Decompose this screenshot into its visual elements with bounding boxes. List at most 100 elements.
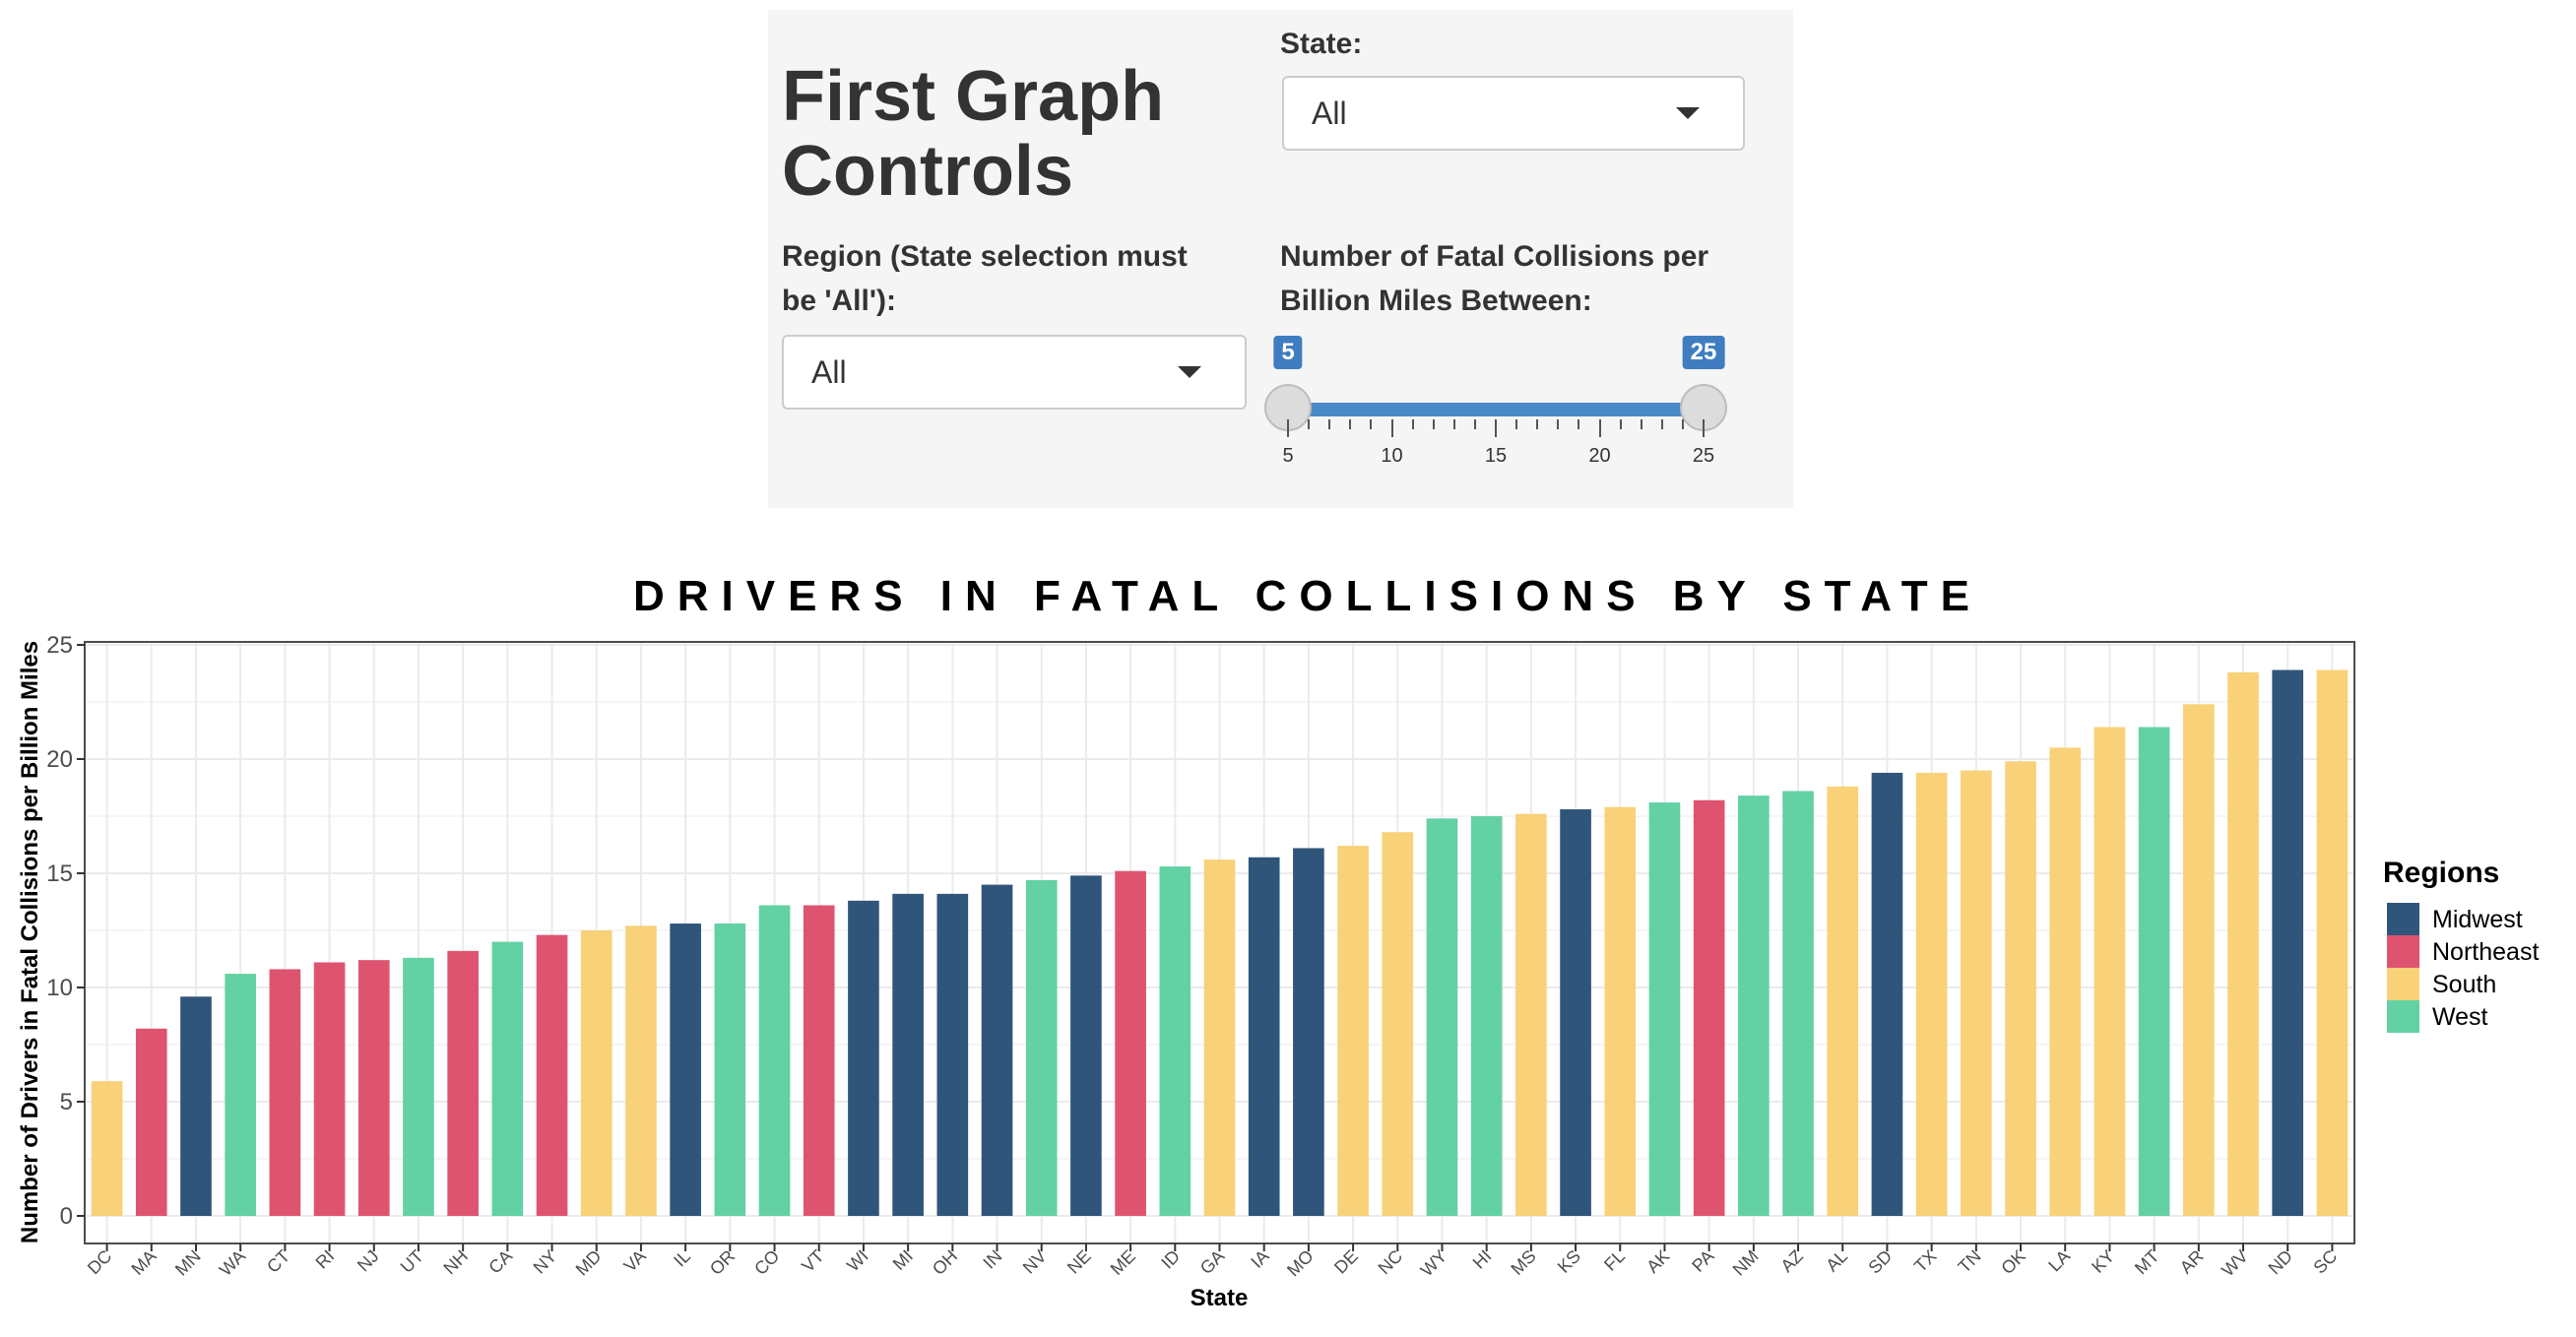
bar-ca: [491, 941, 524, 1216]
bar-mn: [180, 996, 212, 1216]
x-tick-label: CT: [263, 1246, 293, 1277]
bar-in: [981, 884, 1013, 1216]
x-tick-label: SD: [1864, 1246, 1896, 1278]
range-label-line1: Number of Fatal Collisions per: [1280, 240, 1709, 273]
x-tick-label: VA: [620, 1246, 650, 1276]
slider-tick-label: 20: [1588, 445, 1611, 467]
bar-ms: [1515, 813, 1547, 1216]
bar-pa: [1693, 799, 1725, 1216]
x-tick-label: VT: [798, 1246, 827, 1276]
x-tick-label: NJ: [354, 1246, 383, 1276]
legend-label-south: South: [2432, 971, 2496, 998]
bar-id: [1159, 866, 1191, 1216]
x-tick-label: OR: [706, 1246, 739, 1279]
x-tick-label: SC: [2309, 1246, 2341, 1278]
x-tick-label: MA: [127, 1246, 160, 1279]
x-tick-label: ME: [1107, 1246, 1139, 1279]
range-label: Number of Fatal Collisions per Billion M…: [1280, 234, 1708, 323]
x-tick-label: MI: [889, 1246, 917, 1274]
legend-swatch-west: [2387, 1000, 2419, 1033]
bar-ut: [403, 957, 434, 1216]
bar-va: [625, 925, 657, 1216]
bar-fl: [1604, 806, 1637, 1216]
x-axis: DC MA MN WA CT RI NJ UT NH CA NY MD VA IL OR CO VT WI MI OH…: [84, 1243, 2341, 1280]
slider-tick-label: 15: [1484, 445, 1508, 467]
x-tick-label: DC: [84, 1246, 116, 1279]
x-tick-label: IN: [979, 1246, 1005, 1273]
x-tick-label: ID: [1157, 1246, 1184, 1273]
x-tick-label: UT: [397, 1246, 427, 1277]
x-tick-label: AR: [2176, 1246, 2208, 1278]
bar-il: [670, 923, 701, 1216]
bar-nv: [1025, 879, 1058, 1216]
x-tick-label: OK: [1997, 1246, 2029, 1279]
slider-tick: [1411, 419, 1414, 429]
x-tick-label: WV: [2218, 1246, 2252, 1281]
bar-oh: [936, 893, 969, 1216]
legend: Regions Midwest Northeast South West: [2383, 857, 2539, 1033]
bar-ks: [1560, 809, 1591, 1216]
bar-md: [580, 930, 612, 1216]
bar-wy: [1426, 818, 1458, 1216]
range-slider[interactable]: 5 25 5 10 15 20 25: [1264, 335, 1727, 492]
bar-ma: [135, 1028, 167, 1216]
bars: [91, 669, 2349, 1216]
bar-nd: [2272, 669, 2304, 1216]
x-tick-label: TX: [1910, 1246, 1940, 1276]
slider-tick: [1452, 419, 1455, 429]
x-tick-label: FL: [1600, 1246, 1629, 1275]
bar-de: [1337, 846, 1369, 1216]
x-tick-label: MN: [171, 1246, 205, 1280]
bar-dc: [91, 1081, 123, 1216]
chart-title: DRIVERS IN FATAL COLLISIONS BY STATE: [633, 572, 1982, 620]
x-tick-label: NH: [439, 1246, 472, 1279]
slider-tick: [1578, 419, 1580, 429]
bar-mi: [892, 893, 924, 1216]
bar-ia: [1248, 857, 1280, 1216]
x-tick-label: CO: [750, 1246, 783, 1279]
slider-tick: [1495, 419, 1497, 437]
slider-tick: [1619, 419, 1622, 429]
bar-nj: [357, 960, 390, 1216]
x-tick-label: KY: [2088, 1246, 2118, 1277]
bar-me: [1115, 870, 1146, 1216]
bar-ny: [536, 934, 568, 1216]
bar-co: [758, 905, 791, 1216]
slider-tick: [1370, 419, 1373, 429]
slider-tick: [1349, 419, 1352, 429]
slider-tick: [1287, 419, 1289, 437]
bar-ga: [1203, 860, 1236, 1216]
y-tick-label: 10: [46, 975, 73, 1001]
y-axis: 0 5 10 15 20 25: [46, 632, 85, 1230]
slider-high-value: 25: [1682, 336, 1725, 369]
slider-selected-range: [1288, 403, 1704, 416]
bar-ne: [1070, 875, 1102, 1216]
y-tick-label: 20: [46, 746, 73, 773]
region-label-line2: be 'All'):: [782, 285, 896, 317]
bar-ak: [1648, 802, 1681, 1216]
slider-tick-label: 25: [1692, 445, 1715, 467]
slider-tick: [1660, 419, 1663, 429]
bar-nm: [1738, 796, 1770, 1216]
bar-nh: [447, 950, 479, 1216]
slider-low-value: 5: [1273, 336, 1303, 369]
x-tick-label: MT: [2131, 1246, 2163, 1279]
bar-vt: [803, 905, 835, 1216]
state-select[interactable]: All: [1282, 76, 1745, 151]
bar-la: [2049, 747, 2082, 1216]
slider-tick: [1681, 419, 1684, 429]
x-tick-label: PA: [1688, 1246, 1717, 1276]
x-tick-label: CA: [484, 1246, 516, 1278]
bar-wv: [2227, 671, 2259, 1216]
x-tick-label: WI: [843, 1246, 872, 1276]
state-select-value: All: [1312, 96, 1347, 131]
bar-wa: [225, 974, 257, 1216]
x-tick-label: IL: [670, 1246, 694, 1271]
slider-tick: [1536, 419, 1539, 429]
bar-ar: [2182, 704, 2215, 1216]
slider-tick: [1328, 419, 1331, 429]
x-tick-label: NE: [1063, 1246, 1095, 1278]
slider-tick: [1640, 419, 1642, 429]
region-select[interactable]: All: [782, 335, 1247, 410]
legend-swatch-midwest: [2387, 903, 2419, 935]
